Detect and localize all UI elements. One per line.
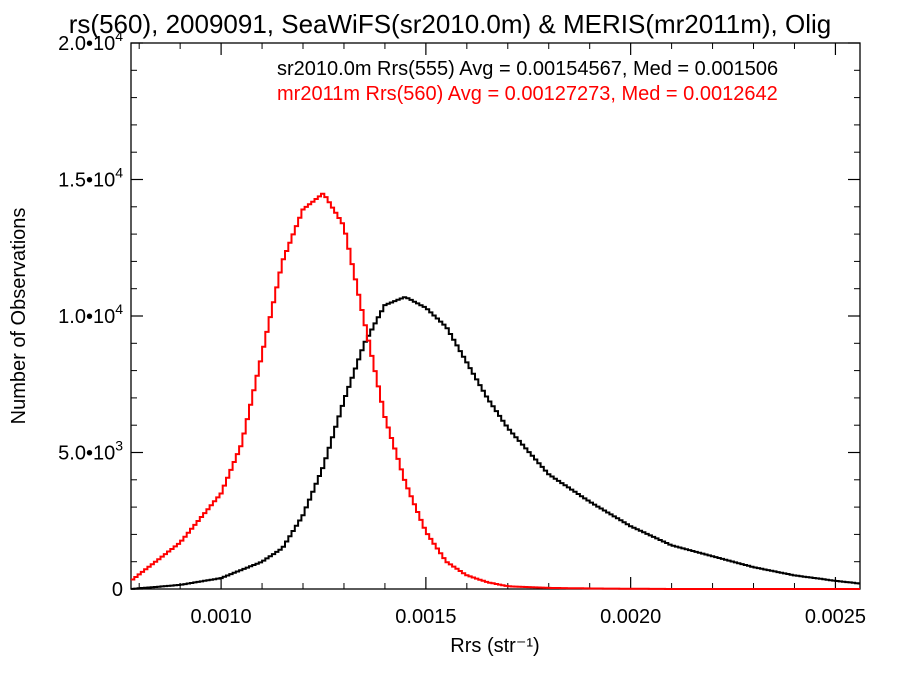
y-tick-exponent: 4: [115, 165, 123, 181]
y-tick-label: 5.0•103: [58, 438, 123, 465]
y-tick-mantissa: 2.0•10: [58, 33, 115, 55]
y-tick-label: 0: [112, 579, 123, 601]
y-tick-exponent: 3: [115, 438, 123, 454]
axis-ticks: 0.0010 0.0015 0.0020 0.002505.0•1031.0•1041…: [58, 28, 866, 628]
y-axis-label: Number of Observations: [8, 208, 30, 425]
x-tick-label: 0.0025: [805, 606, 866, 628]
x-axis-label: Rrs (str⁻¹): [450, 635, 539, 657]
y-tick-label: 1.5•104: [58, 165, 123, 192]
y-tick-mantissa: 0: [112, 579, 123, 601]
legend-entry-1: sr2010.0m Rrs(555) Avg = 0.00154567, Med…: [277, 58, 778, 80]
plot-frame: [130, 42, 861, 590]
y-tick-mantissa: 1.5•10: [58, 170, 115, 192]
legend: sr2010.0m Rrs(555) Avg = 0.00154567, Med…: [277, 58, 778, 105]
y-tick-exponent: 4: [115, 301, 123, 317]
legend-entry-2: mr2011m Rrs(560) Avg = 0.00127273, Med =…: [277, 83, 778, 105]
series-line-2: [131, 192, 860, 590]
series-line-1: [131, 296, 860, 590]
y-tick-exponent: 4: [115, 28, 123, 44]
x-tick-label: 0.0015: [395, 606, 456, 628]
x-tick-label: 0.0010: [191, 606, 252, 628]
y-tick-label: 1.0•104: [58, 301, 123, 328]
y-tick-label: 2.0•104: [58, 28, 123, 55]
chart-title: rs(560), 2009091, SeaWiFS(sr2010.0m) & M…: [69, 9, 831, 39]
series-layer: [131, 192, 860, 590]
x-tick-label: 0.0020: [600, 606, 661, 628]
y-tick-mantissa: 1.0•10: [58, 306, 115, 328]
y-tick-mantissa: 5.0•10: [58, 443, 115, 465]
